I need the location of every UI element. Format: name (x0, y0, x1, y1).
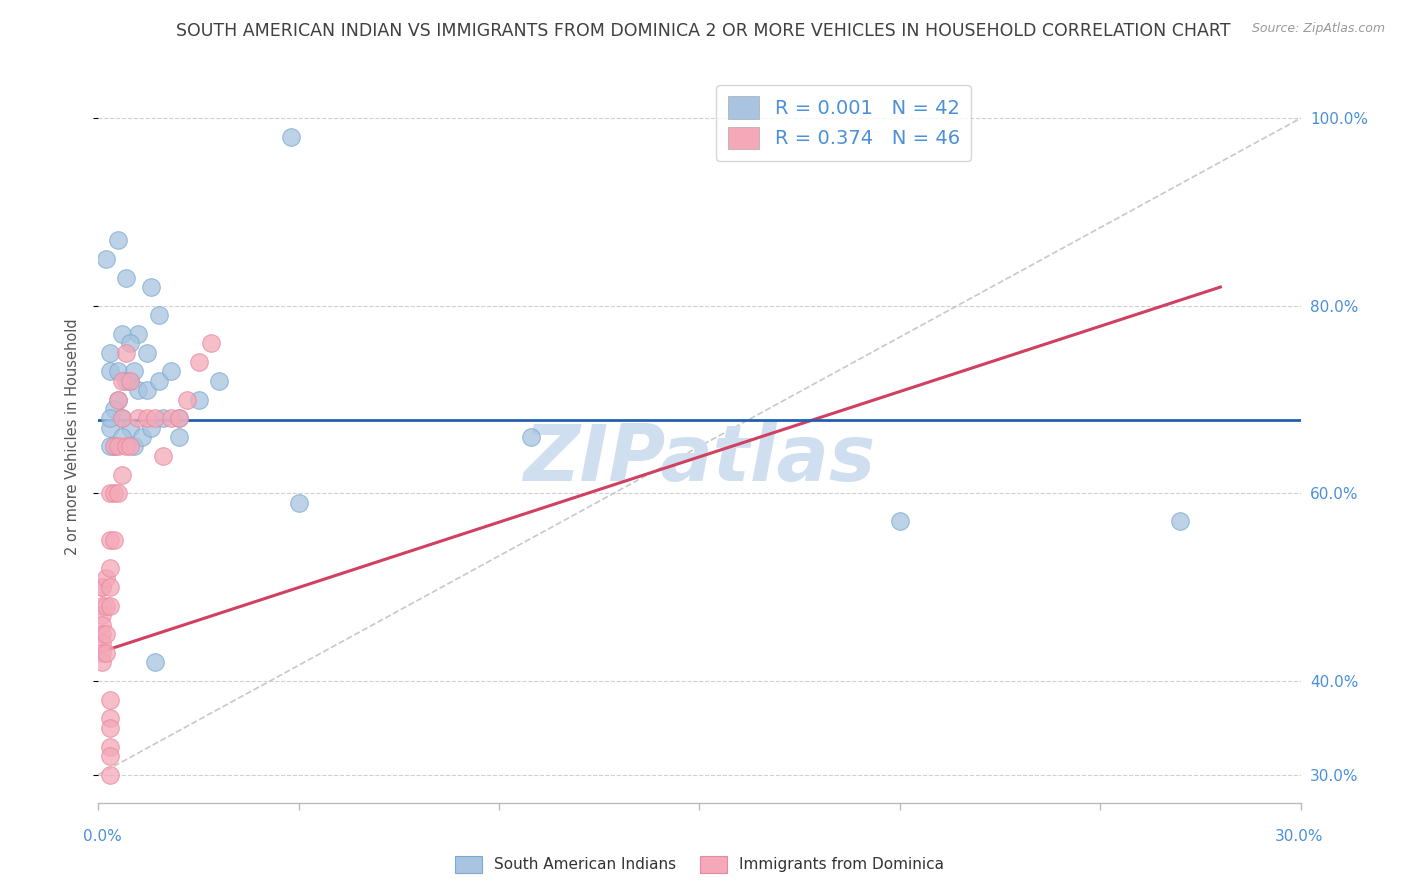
Point (107, 392, 129, 407)
Point (100, 420, 122, 434)
Point (103, 440, 125, 454)
Point (148, 308, 170, 322)
Point (100, 739, 122, 754)
Point (152, 411, 174, 425)
Text: 0.0%: 0.0% (83, 830, 122, 844)
Point (100, 580, 122, 594)
Point (100, 486, 122, 500)
Point (107, 392, 129, 407)
Point (128, 383, 150, 397)
Point (187, 355, 209, 369)
Point (152, 449, 174, 463)
Point (100, 748, 122, 763)
Point (100, 599, 122, 613)
Text: SOUTH AMERICAN INDIAN VS IMMIGRANTS FROM DOMINICA 2 OR MORE VEHICLES IN HOUSEHOL: SOUTH AMERICAN INDIAN VS IMMIGRANTS FROM… (176, 22, 1230, 40)
Point (100, 721, 122, 735)
Point (111, 411, 134, 425)
Point (107, 233, 129, 247)
Point (135, 383, 157, 397)
Point (120, 374, 142, 388)
Point (139, 280, 162, 294)
Point (91, 655, 114, 669)
Point (120, 336, 142, 351)
Point (167, 411, 190, 425)
Point (91, 646, 114, 660)
Point (135, 345, 157, 359)
Point (100, 561, 122, 575)
Point (111, 326, 134, 341)
Point (96, 252, 118, 266)
Point (107, 440, 129, 454)
Point (96, 646, 118, 660)
Point (124, 440, 146, 454)
Point (120, 440, 142, 454)
Point (100, 533, 122, 548)
Point (91, 636, 114, 650)
Point (107, 486, 129, 500)
Point (100, 767, 122, 781)
Point (200, 336, 222, 351)
Text: 30.0%: 30.0% (1275, 830, 1323, 844)
Point (143, 411, 166, 425)
Point (167, 411, 190, 425)
Point (91, 617, 114, 632)
Point (91, 580, 114, 594)
Point (100, 345, 122, 359)
Point (120, 420, 142, 434)
Point (187, 392, 209, 407)
Point (148, 374, 170, 388)
Point (91, 599, 114, 613)
Point (100, 711, 122, 725)
Point (111, 430, 134, 444)
Point (96, 627, 118, 641)
Y-axis label: 2 or more Vehicles in Household: 2 or more Vehicles in Household (65, 318, 80, 556)
Text: Source: ZipAtlas.com: Source: ZipAtlas.com (1251, 22, 1385, 36)
Point (288, 496, 311, 510)
Point (91, 627, 114, 641)
Point (103, 440, 125, 454)
Point (111, 374, 134, 388)
Point (100, 364, 122, 378)
Point (103, 401, 125, 416)
Point (131, 430, 153, 444)
Point (135, 411, 157, 425)
Point (96, 599, 118, 613)
Point (115, 270, 138, 285)
Point (96, 571, 118, 585)
Point (1170, 515, 1192, 529)
Point (208, 374, 231, 388)
Point (107, 364, 129, 378)
Text: ZIPatlas: ZIPatlas (523, 421, 876, 497)
Point (115, 440, 138, 454)
Point (100, 411, 122, 425)
Point (128, 411, 150, 425)
Point (889, 515, 911, 529)
Point (111, 411, 134, 425)
Point (103, 533, 125, 548)
Point (103, 486, 125, 500)
Point (115, 345, 138, 359)
Point (520, 430, 543, 444)
Point (120, 374, 142, 388)
Point (128, 326, 150, 341)
Point (100, 440, 122, 454)
Point (100, 692, 122, 706)
Point (111, 467, 134, 482)
Point (280, 130, 302, 145)
Point (115, 374, 138, 388)
Point (159, 411, 181, 425)
Legend: R = 0.001   N = 42, R = 0.374   N = 46: R = 0.001 N = 42, R = 0.374 N = 46 (716, 85, 972, 161)
Point (124, 364, 146, 378)
Point (143, 655, 166, 669)
Point (91, 608, 114, 623)
Point (139, 420, 162, 434)
Point (91, 580, 114, 594)
Point (167, 430, 190, 444)
Point (159, 364, 181, 378)
Point (176, 392, 198, 407)
